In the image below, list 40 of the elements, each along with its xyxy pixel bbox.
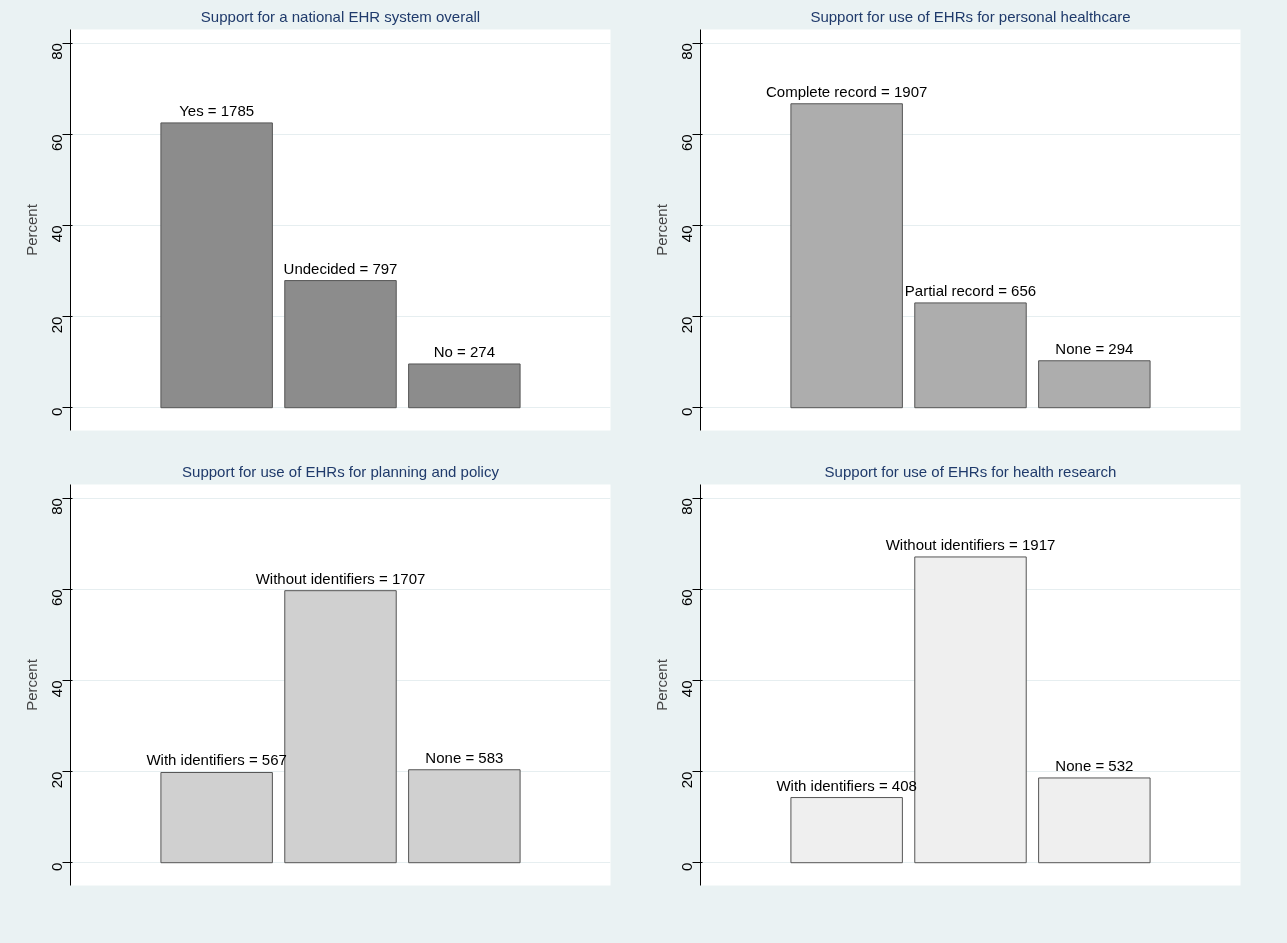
y-tick-label: 80 — [48, 43, 66, 60]
y-tick-label: 20 — [48, 771, 66, 789]
y-tick-label: 60 — [48, 589, 66, 606]
annotation: With identifiers = 567 — [146, 751, 287, 769]
y-tick-label: 20 — [48, 316, 66, 334]
y-axis-title: Percent — [22, 203, 40, 256]
chart-title: Support for use of EHRs for personal healthcare — [810, 7, 1131, 25]
chart-title: Support for use of EHRs for planning and policy — [182, 462, 500, 480]
y-tick-label: 80 — [48, 498, 66, 515]
y-axis-title: Percent — [22, 658, 40, 711]
y-tick-label: 0 — [678, 862, 696, 872]
annotation: No = 274 — [433, 342, 495, 360]
y-tick-label: 0 — [48, 862, 66, 872]
annotation: Without identifiers = 1917 — [885, 535, 1056, 553]
y-tick-label: 20 — [678, 771, 696, 789]
y-tick-label: 40 — [48, 680, 66, 698]
annotation: None = 532 — [1055, 756, 1134, 774]
chart-title: Support for a national EHR system overall — [200, 7, 481, 25]
annotation: Undecided = 797 — [283, 259, 398, 277]
y-tick-label: 20 — [678, 316, 696, 334]
y-tick-label: 40 — [48, 225, 66, 243]
y-tick-label: 80 — [678, 498, 696, 515]
y-tick-label: 40 — [678, 680, 696, 698]
y-tick-label: 60 — [678, 134, 696, 151]
y-tick-label: 80 — [678, 43, 696, 60]
annotation: Yes = 1785 — [179, 101, 255, 119]
y-tick-label: 0 — [678, 407, 696, 417]
annotation: Without identifiers = 1707 — [255, 569, 426, 587]
annotation: Complete record = 1907 — [765, 82, 928, 100]
annotation: Partial record = 656 — [904, 281, 1037, 299]
y-tick-label: 0 — [48, 407, 66, 417]
y-axis-title: Percent — [652, 203, 670, 256]
annotation: None = 583 — [425, 748, 504, 766]
chart-title: Support for use of EHRs for health research — [824, 462, 1117, 480]
y-tick-label: 40 — [678, 225, 696, 243]
annotation: None = 294 — [1055, 339, 1134, 357]
y-axis-title: Percent — [652, 658, 670, 711]
y-tick-label: 60 — [48, 134, 66, 151]
y-tick-label: 60 — [678, 589, 696, 606]
annotation: With identifiers = 408 — [776, 776, 917, 794]
